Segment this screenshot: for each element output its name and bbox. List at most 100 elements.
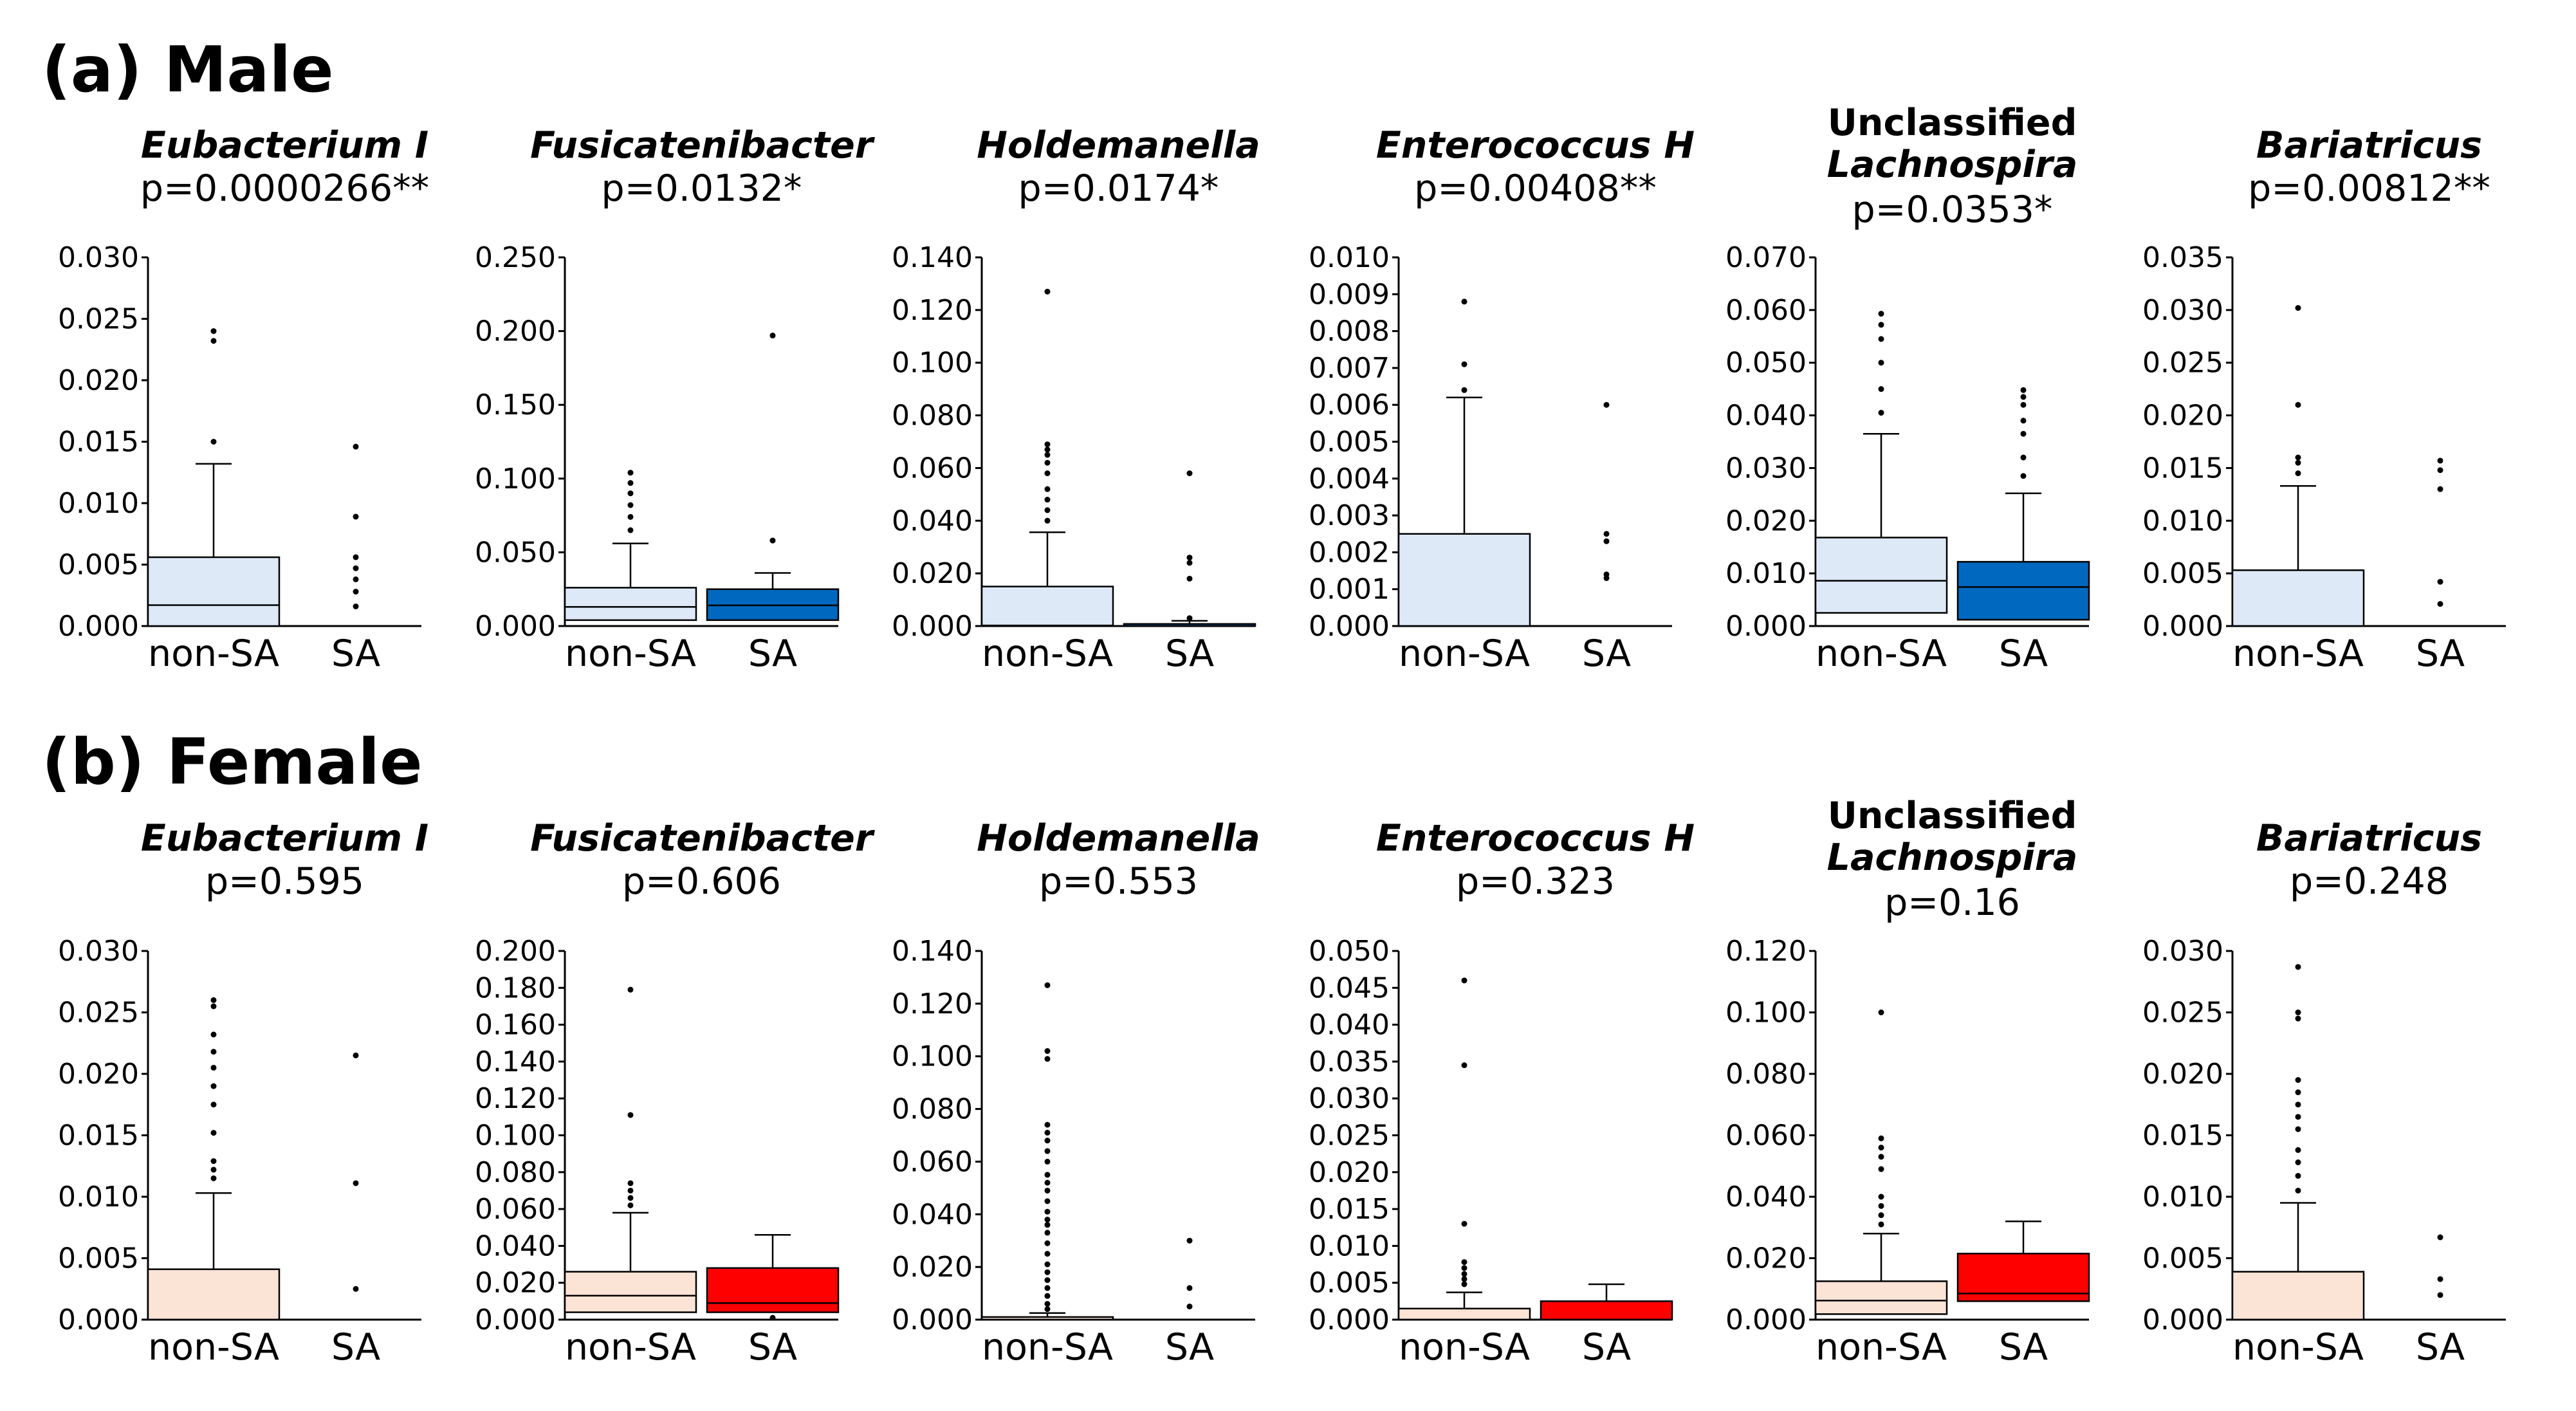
outlier-point [2437, 457, 2443, 464]
y-tick-label: 0.025 [58, 303, 139, 336]
outlier-point [353, 1180, 359, 1186]
panel-title: Enterococcus H [1376, 124, 1695, 167]
panel-title: Eubacterium I [141, 124, 428, 167]
y-tick-label: 0.010 [2142, 504, 2223, 537]
y-tick-label: 0.015 [2142, 1120, 2223, 1152]
y-tick-label: 0.008 [1309, 315, 1390, 348]
outlier-point [2295, 1114, 2301, 1120]
y-tick-label: 0.100 [475, 1120, 556, 1152]
outlier-point [2295, 964, 2301, 970]
box-non-sa [2231, 964, 2365, 1321]
iqr-box [147, 1268, 281, 1321]
y-tick-label: 0.120 [892, 988, 973, 1020]
box-non-sa [980, 982, 1114, 1321]
panel-title: Bariatricus [2256, 124, 2482, 167]
box-non-sa [1397, 299, 1531, 627]
outlier-point [1186, 560, 1193, 566]
outlier-point [1044, 517, 1051, 524]
y-tick-label: 0.050 [1309, 935, 1390, 968]
y-tick-label: 0.020 [1725, 1242, 1807, 1275]
outlier-point [1461, 977, 1467, 984]
box-sa [1603, 401, 1610, 582]
outlier-point [1878, 1154, 1884, 1160]
y-tick-label: 0.020 [2142, 400, 2223, 432]
outlier-point [1878, 1135, 1884, 1141]
y-tick-label: 0.070 [1725, 241, 1807, 274]
p-value: p=0.606 [622, 860, 781, 903]
outlier-point [1044, 507, 1051, 513]
y-tick-label: 0.002 [1309, 536, 1390, 569]
x-category-label: non-SA [1399, 1326, 1530, 1369]
p-value: p=0.595 [205, 860, 364, 903]
outlier-point [1044, 288, 1051, 295]
outlier-point [1044, 1198, 1051, 1204]
y-tick-label: 0.100 [892, 347, 973, 380]
outlier-point [1878, 409, 1884, 416]
x-category-label: SA [2416, 1326, 2465, 1369]
y-tick-label: 0.020 [2142, 1058, 2223, 1091]
p-value: p=0.00812** [2248, 167, 2490, 210]
x-category-label: non-SA [982, 1326, 1113, 1369]
box-sa [1123, 470, 1256, 627]
y-tick-label: 0.000 [1725, 1304, 1807, 1336]
outlier-point [627, 470, 634, 476]
section-male: (a) Male Eubacterium Ip=0.0000266** 0.000 0… [42, 33, 2506, 675]
outlier-point [627, 1180, 634, 1186]
y-tick-label: 0.045 [1309, 972, 1390, 1004]
y-tick-label: 0.040 [1725, 400, 1807, 432]
x-category-label: SA [331, 1326, 380, 1369]
y-tick-label: 0.120 [1725, 935, 1807, 968]
outlier-point [1186, 470, 1193, 477]
outlier-point [627, 502, 634, 508]
y-tick-label: 0.015 [58, 1120, 139, 1152]
y-tick-label: 0.010 [2142, 1181, 2223, 1213]
y-tick-label: 0.005 [2142, 557, 2223, 590]
y-tick-label: 0.140 [475, 1046, 556, 1078]
outlier-point [2295, 1159, 2301, 1166]
outlier-point [1044, 1138, 1051, 1144]
x-category-label: non-SA [2232, 1326, 2364, 1369]
panel-title-line-1: Unclassified [1828, 795, 2077, 837]
outlier-point [627, 1112, 634, 1118]
outlier-point [1044, 1158, 1051, 1165]
outlier-point [353, 565, 359, 571]
y-tick-label: 0.040 [1725, 1181, 1807, 1213]
iqr-box [1956, 560, 2090, 621]
box-sa [1540, 1283, 1673, 1321]
outlier-point [1878, 1212, 1884, 1219]
y-tick-label: 0.005 [2142, 1242, 2223, 1275]
outlier-point [1044, 1285, 1051, 1291]
y-tick-label: 0.030 [58, 935, 139, 968]
outlier-point [1878, 1010, 1884, 1015]
outlier-point [627, 1202, 634, 1208]
outlier-point [1044, 1056, 1051, 1062]
panel-female-4: Enterococcus Hp=0.323 0.000 0.005 0.010 0.01… [1309, 817, 1695, 1369]
y-tick-label: 0.040 [892, 1198, 973, 1231]
outlier-point [1186, 555, 1193, 561]
y-tick-label: 0.120 [475, 1082, 556, 1115]
y-tick-label: 0.010 [1309, 241, 1390, 274]
outlier-point [1461, 1271, 1467, 1277]
outlier-point [1044, 1269, 1051, 1275]
box-non-sa [2231, 305, 2365, 627]
p-value: p=0.323 [1456, 860, 1615, 903]
y-tick-label: 0.150 [475, 389, 556, 421]
y-tick-label: 0.015 [1309, 1193, 1390, 1226]
y-tick-label: 0.180 [475, 972, 556, 1004]
outlier-point [1044, 447, 1051, 453]
outlier-point [1186, 575, 1193, 582]
x-category-label: SA [1999, 632, 2048, 675]
outlier-point [1603, 571, 1610, 578]
p-value: p=0.248 [2290, 860, 2449, 903]
outlier-point [210, 1102, 217, 1108]
outlier-point [2295, 470, 2301, 477]
outlier-point [353, 603, 359, 609]
panel-title: Fusicatenibacter [530, 817, 876, 860]
x-category-label: SA [1165, 632, 1214, 675]
y-tick-label: 0.005 [1309, 1267, 1390, 1300]
y-tick-label: 0.040 [475, 1230, 556, 1262]
outlier-point [1461, 361, 1467, 367]
iqr-box [1397, 533, 1531, 627]
y-tick-label: 0.015 [58, 426, 139, 459]
outlier-point [210, 338, 217, 344]
